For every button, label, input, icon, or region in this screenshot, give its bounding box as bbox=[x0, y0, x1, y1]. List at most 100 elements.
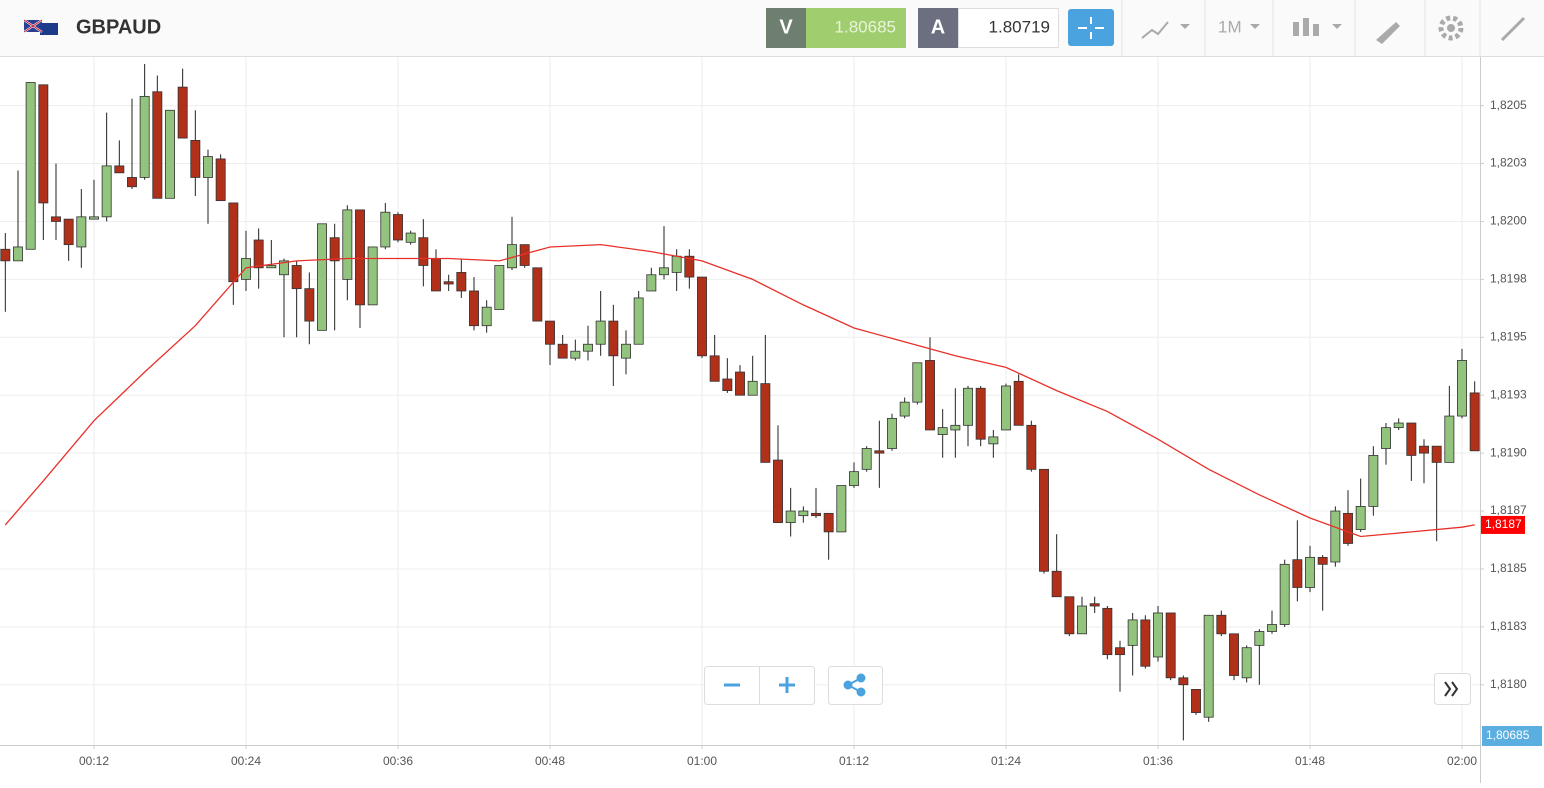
candle-body bbox=[659, 267, 669, 276]
candle-body bbox=[405, 232, 416, 243]
candle-body bbox=[1292, 559, 1303, 588]
candle-body bbox=[1178, 677, 1189, 686]
chart-type-button[interactable] bbox=[1293, 18, 1342, 36]
candle-body bbox=[76, 216, 87, 248]
candle-body bbox=[963, 387, 973, 426]
candle-body bbox=[1419, 445, 1429, 454]
candle-body bbox=[1368, 455, 1379, 507]
candle-body bbox=[165, 109, 175, 199]
buy-price-box[interactable] bbox=[958, 8, 1059, 48]
timeframe[interactable]: 1M bbox=[1218, 17, 1242, 36]
candle-body bbox=[469, 290, 479, 327]
x-tick-label: 01:48 bbox=[1295, 754, 1325, 768]
crosshair-button[interactable] bbox=[1068, 9, 1114, 46]
candle-body bbox=[545, 320, 555, 345]
x-tick-label: 00:24 bbox=[231, 754, 261, 768]
y-tick-label: 1,8190 bbox=[1490, 445, 1527, 459]
candle-body bbox=[747, 380, 758, 396]
candle-body bbox=[709, 355, 720, 382]
candle-body bbox=[1229, 633, 1239, 676]
candle-body bbox=[583, 343, 593, 352]
candle-body bbox=[975, 387, 986, 440]
candle-body bbox=[329, 237, 340, 262]
last-value-box bbox=[1481, 515, 1525, 534]
candle-body bbox=[367, 246, 378, 306]
candle-body bbox=[1140, 619, 1151, 667]
sell-button[interactable] bbox=[766, 8, 806, 48]
sell-price-box[interactable] bbox=[806, 8, 906, 48]
candle-body bbox=[0, 248, 11, 262]
x-tick-label: 02:00 bbox=[1447, 754, 1477, 768]
candle-body bbox=[697, 276, 707, 357]
y-tick-label: 1,8193 bbox=[1490, 387, 1527, 401]
candle-body bbox=[1317, 556, 1328, 565]
candle-body bbox=[1102, 607, 1113, 656]
candle-body bbox=[63, 218, 74, 246]
candle-body bbox=[342, 209, 353, 280]
price-box bbox=[1482, 726, 1542, 746]
candle-body bbox=[1089, 603, 1100, 607]
y-tick-label: 1,8198 bbox=[1490, 272, 1527, 286]
candle-body bbox=[671, 255, 682, 273]
price-label: 1,80685 bbox=[1486, 728, 1530, 742]
timeframe-arrow bbox=[1250, 24, 1260, 29]
candle-body bbox=[1469, 392, 1480, 452]
candle-body bbox=[443, 281, 454, 285]
candle-body bbox=[215, 158, 226, 202]
candle-body bbox=[1254, 631, 1265, 646]
candle-body bbox=[899, 401, 910, 417]
candle-body bbox=[317, 223, 327, 331]
y-tick-label: 1,8195 bbox=[1490, 329, 1527, 343]
candle-body bbox=[114, 165, 125, 174]
candle-body bbox=[1001, 385, 1011, 431]
candle-body bbox=[823, 512, 834, 533]
x-tick-label: 01:00 bbox=[687, 754, 717, 768]
candle-body bbox=[1026, 424, 1037, 470]
candle-body bbox=[481, 306, 492, 327]
candle-body bbox=[38, 84, 49, 204]
candle-body bbox=[735, 371, 745, 396]
candle-body bbox=[1203, 614, 1214, 718]
candle-body bbox=[253, 239, 264, 269]
candle-body bbox=[608, 320, 619, 357]
candle-body bbox=[418, 237, 429, 266]
candle-body bbox=[1393, 422, 1404, 429]
draw-button[interactable] bbox=[1376, 22, 1400, 44]
y-tick-label: 1,8200 bbox=[1490, 214, 1527, 228]
x-tick-label: 00:48 bbox=[535, 754, 565, 768]
zoom-in[interactable] bbox=[779, 677, 795, 693]
candle-body bbox=[1064, 596, 1075, 635]
candle-body bbox=[1431, 445, 1442, 463]
candle-body bbox=[1355, 506, 1366, 530]
candle-body bbox=[393, 214, 403, 241]
indicator-button[interactable] bbox=[1141, 21, 1190, 39]
x-tick-label: 00:12 bbox=[79, 754, 109, 768]
settings-button[interactable] bbox=[1438, 15, 1464, 41]
candle-body bbox=[532, 267, 543, 322]
x-tick-label: 01:36 bbox=[1143, 754, 1173, 768]
candle-body bbox=[177, 86, 188, 139]
candle-body bbox=[1165, 612, 1176, 679]
y-tick-label: 1,8205 bbox=[1490, 98, 1527, 112]
candle-body bbox=[773, 459, 783, 524]
candle-body bbox=[785, 510, 796, 524]
buy-button[interactable] bbox=[918, 8, 958, 48]
candle-body bbox=[101, 165, 112, 218]
candle-body bbox=[25, 82, 36, 250]
fullscreen-button[interactable] bbox=[1500, 16, 1526, 42]
x-tick-label: 01:12 bbox=[839, 754, 869, 768]
buy-price: 1.80719 bbox=[989, 17, 1050, 36]
candle-body bbox=[1406, 422, 1417, 456]
candle-body bbox=[152, 91, 163, 199]
candle-body bbox=[1444, 415, 1455, 463]
candle-body bbox=[89, 216, 99, 220]
candle-body bbox=[925, 360, 935, 431]
candle-body bbox=[1457, 360, 1467, 417]
candle-body bbox=[1051, 570, 1062, 598]
candle-body bbox=[13, 246, 23, 262]
candle-body bbox=[1127, 619, 1138, 646]
candle-body bbox=[557, 343, 568, 359]
scroll-end-button[interactable] bbox=[1434, 673, 1471, 705]
share-button[interactable] bbox=[828, 666, 883, 705]
candle-body bbox=[228, 202, 239, 283]
